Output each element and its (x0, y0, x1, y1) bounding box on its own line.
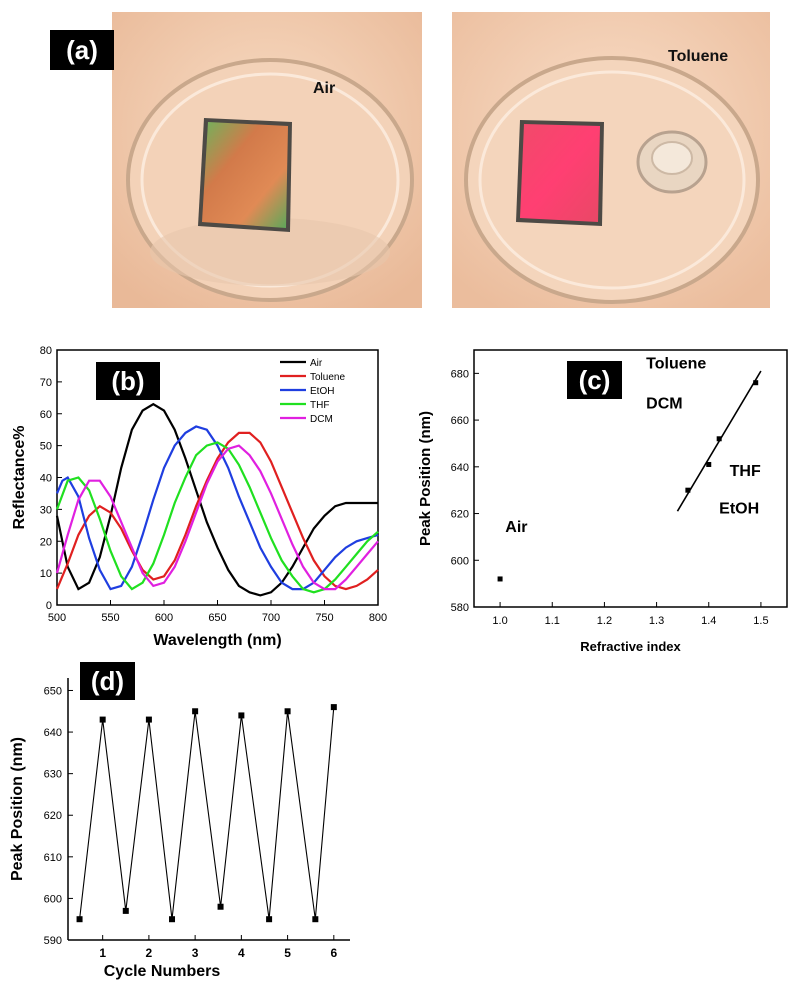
data-point (753, 380, 759, 386)
y-tick-label: 10 (40, 568, 52, 580)
x-tick-label: 1.3 (649, 615, 664, 627)
y-tick-label: 80 (40, 345, 52, 357)
x-tick-label: 1.1 (545, 615, 560, 627)
x-tick-label: 2 (146, 946, 153, 960)
data-point (706, 461, 712, 467)
y-tick-label: 600 (44, 893, 62, 905)
x-tick-label: 700 (262, 612, 280, 624)
photo-caption-air: Air (313, 80, 336, 97)
x-tick-label: 650 (208, 612, 226, 624)
data-point (192, 708, 199, 715)
data-point (238, 712, 245, 719)
annotation-dcm: DCM (646, 395, 682, 412)
panel-label-b: (b) (96, 362, 160, 400)
panel-label-c: (c) (567, 361, 622, 399)
photo-caption-toluene: Toluene (668, 48, 729, 65)
y-tick-label: 0 (46, 600, 52, 612)
y-tick-label: 620 (44, 810, 62, 822)
x-tick-label: 800 (369, 612, 387, 624)
y-tick-label: 650 (44, 685, 62, 697)
cycle-line (79, 707, 335, 920)
petri-dish-toluene-illustration (452, 12, 770, 308)
series-line-thf (55, 441, 379, 594)
data-point (122, 907, 129, 914)
photo-toluene (452, 12, 770, 308)
legend-label-etoh: EtOH (310, 386, 334, 397)
x-tick-label: 1.5 (753, 615, 768, 627)
peak-vs-cycle-chart: 1 2 3 4 5 6 590 600 610 620 630 640 650 Cycle Numbers… (9, 678, 350, 980)
panel-label-d: (d) (80, 662, 135, 700)
y-tick-label: 30 (40, 504, 52, 516)
y-axis-title: Peak Position (nm) (417, 411, 434, 546)
y-tick-label: 60 (40, 409, 52, 421)
annotation-air: Air (505, 519, 527, 536)
y-axis-title: Peak Position (nm) (9, 737, 26, 881)
series-line-air (55, 402, 378, 597)
x-axis-title: Wavelength (nm) (153, 632, 281, 649)
data-point (312, 916, 319, 923)
x-tick-label: 5 (284, 946, 291, 960)
annotation-thf: THF (730, 463, 761, 480)
data-point (685, 487, 691, 493)
peak-vs-refractive-index-chart: 1.0 1.1 1.2 1.3 1.4 1.5 580 600 620 640 660 680 Refr… (417, 349, 788, 654)
y-tick-label: 600 (451, 555, 469, 567)
y-tick-label: 680 (451, 368, 469, 380)
y-tick-label: 580 (451, 602, 469, 614)
x-tick-label: 1 (99, 946, 106, 960)
legend-label-air: Air (310, 358, 323, 369)
y-tick-label: 50 (40, 441, 52, 453)
data-point (169, 916, 176, 923)
legend-label-toluene: Toluene (310, 372, 345, 383)
y-tick-label: 20 (40, 536, 52, 548)
data-point (217, 903, 224, 910)
x-tick-label: 6 (330, 946, 337, 960)
y-tick-label: 640 (44, 727, 62, 739)
annotation-etoh: EtOH (719, 501, 759, 518)
x-axis-title: Cycle Numbers (104, 963, 221, 980)
legend-label-thf: THF (310, 400, 329, 411)
plot-frame (473, 349, 788, 608)
y-tick-label: 70 (40, 377, 52, 389)
data-point (266, 916, 273, 923)
x-tick-label: 500 (48, 612, 66, 624)
x-axis-title: Refractive index (580, 639, 681, 654)
x-tick-label: 3 (192, 946, 199, 960)
y-tick-label: 640 (451, 462, 469, 474)
x-tick-label: 750 (315, 612, 333, 624)
photo-air (112, 12, 422, 308)
data-point (497, 576, 503, 582)
y-tick-label: 620 (451, 509, 469, 521)
data-point (330, 704, 337, 711)
data-point (99, 716, 106, 723)
series-line-etoh (55, 425, 379, 591)
y-tick-label: 660 (451, 415, 469, 427)
data-point (284, 708, 291, 715)
series-line-dcm (55, 444, 379, 591)
x-tick-label: 1.2 (597, 615, 612, 627)
y-tick-label: 630 (44, 769, 62, 781)
x-tick-label: 1.4 (701, 615, 716, 627)
series-line-toluene (55, 431, 379, 591)
x-tick-label: 1.0 (492, 615, 507, 627)
x-tick-label: 4 (238, 946, 245, 960)
y-tick-label: 40 (40, 473, 52, 485)
data-point (76, 916, 83, 923)
data-point (145, 716, 152, 723)
data-point (716, 436, 722, 442)
x-tick-label: 600 (155, 612, 173, 624)
y-tick-label: 590 (44, 935, 62, 947)
y-axis-title: Reflectance% (11, 425, 28, 529)
reflectance-chart: 500 550 600 650 700 750 800 0 10 20 30 40 50 60 70 80 Wa… (11, 345, 387, 649)
panel-label-a: (a) (50, 30, 114, 70)
y-tick-label: 610 (44, 852, 62, 864)
petri-dish-air-illustration (112, 12, 422, 308)
annotation-toluene: Toluene (646, 356, 706, 373)
x-tick-label: 550 (101, 612, 119, 624)
legend-label-dcm: DCM (310, 414, 333, 425)
